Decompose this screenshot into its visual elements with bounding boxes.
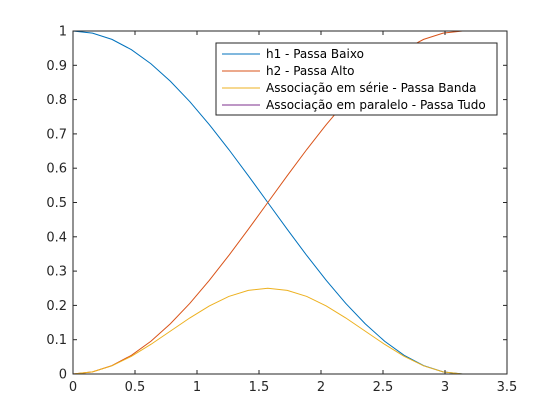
- legend-label-3: Associação em série - Passa Banda: [266, 81, 476, 95]
- y-tick-label: 0.1: [46, 333, 67, 348]
- legend-label-1: h1 - Passa Baixo: [266, 47, 364, 61]
- y-tick-label: 0.6: [46, 162, 67, 177]
- legend: h1 - Passa Baixo h2 - Passa Alto Associaçã…: [215, 42, 498, 116]
- legend-box: [215, 42, 498, 116]
- legend-label-2: h2 - Passa Alto: [266, 64, 355, 78]
- y-tick-label: 0.4: [46, 230, 67, 245]
- x-tick-label: 2: [317, 380, 325, 395]
- y-tick-label: 0.5: [46, 196, 67, 211]
- y-tick-label: 1: [59, 25, 67, 40]
- y-tick-label: 0.9: [46, 59, 67, 74]
- legend-label-4: Associação em paralelo - Passa Tudo: [266, 98, 486, 112]
- ticks-layer: 0 0.5 1 1.5 2 2.5 3 3.5 0 0.1 0.2 0.3 0.4 0.5 0.6 0.7 0.…: [46, 25, 517, 396]
- x-tick-label: 2.5: [373, 380, 394, 395]
- y-tick-label: 0.8: [46, 93, 67, 108]
- y-tick-label: 0.2: [46, 299, 67, 314]
- x-tick-label: 0: [69, 380, 77, 395]
- x-tick-label: 0.5: [125, 380, 146, 395]
- series-line-3: [72, 287, 463, 375]
- x-tick-label: 3: [441, 380, 449, 395]
- x-tick-label: 1: [193, 380, 201, 395]
- y-tick-label: 0: [59, 368, 67, 383]
- x-tick-label: 1.5: [249, 380, 270, 395]
- x-tick-label: 3.5: [497, 380, 518, 395]
- y-tick-label: 0.7: [46, 127, 67, 142]
- y-tick-label: 0.3: [46, 265, 67, 280]
